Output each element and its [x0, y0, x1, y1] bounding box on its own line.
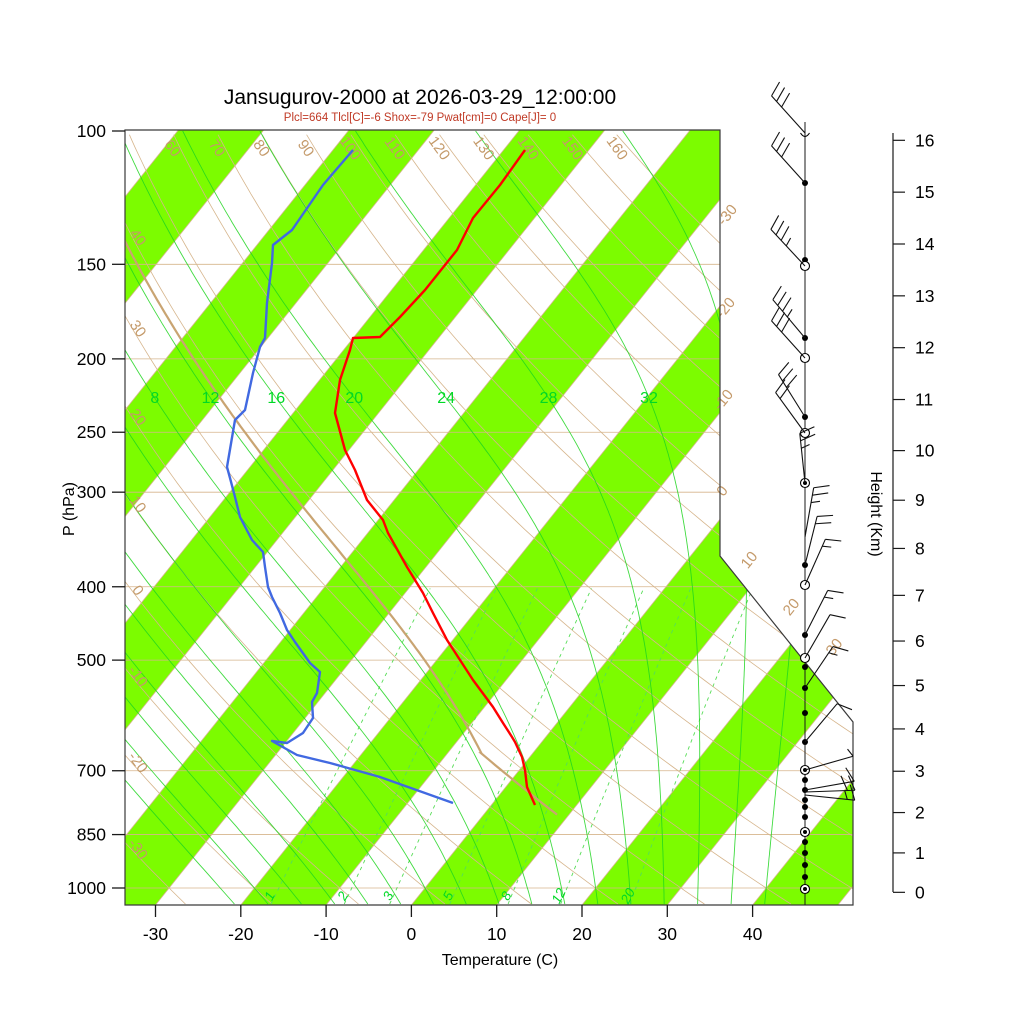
svg-text:14: 14 — [915, 234, 935, 254]
svg-text:24: 24 — [437, 390, 455, 407]
svg-text:20: 20 — [572, 924, 592, 944]
svg-text:0: 0 — [128, 582, 147, 599]
svg-text:250: 250 — [77, 422, 106, 442]
temperature-axis-title: Temperature (C) — [441, 952, 559, 969]
svg-text:32: 32 — [640, 390, 658, 407]
svg-text:6: 6 — [915, 631, 925, 651]
svg-text:160: 160 — [603, 133, 631, 163]
pressure-axis-title: P (hPa) — [61, 482, 78, 536]
svg-text:500: 500 — [77, 650, 106, 670]
svg-text:10: 10 — [915, 441, 935, 461]
svg-text:16: 16 — [915, 130, 934, 150]
svg-text:120: 120 — [425, 133, 453, 163]
svg-text:10: 10 — [738, 548, 762, 572]
svg-text:9: 9 — [915, 490, 925, 510]
svg-text:0: 0 — [915, 882, 925, 902]
svg-text:-20: -20 — [228, 924, 254, 944]
svg-text:30: 30 — [126, 317, 150, 340]
svg-text:16: 16 — [267, 390, 285, 407]
svg-text:0: 0 — [407, 924, 417, 944]
svg-text:700: 700 — [77, 761, 106, 781]
svg-text:-20: -20 — [124, 749, 151, 777]
svg-text:90: 90 — [294, 137, 318, 160]
svg-text:400: 400 — [77, 577, 106, 597]
page-title: Jansugurov-2000 at 2026-03-29_12:00:00 — [223, 86, 617, 109]
svg-text:13: 13 — [915, 286, 934, 306]
svg-text:70: 70 — [205, 137, 229, 160]
svg-text:20: 20 — [345, 390, 363, 407]
svg-text:20: 20 — [126, 406, 150, 429]
svg-text:850: 850 — [77, 825, 106, 845]
plot-border — [124, 129, 854, 906]
svg-text:0: 0 — [713, 483, 731, 500]
svg-text:28: 28 — [540, 390, 558, 407]
svg-text:30: 30 — [658, 924, 678, 944]
svg-text:-30: -30 — [143, 924, 169, 944]
svg-text:3: 3 — [915, 761, 925, 781]
svg-text:20: 20 — [617, 885, 638, 907]
sounding-curves — [225, 149, 537, 806]
svg-text:1000: 1000 — [67, 878, 106, 898]
svg-text:15: 15 — [915, 182, 934, 202]
axes: -30 -20 -10 0 10 20 30 401001502002503004005007… — [67, 121, 935, 944]
wind-barb-column — [770, 81, 856, 905]
svg-text:150: 150 — [77, 254, 106, 274]
svg-text:300: 300 — [77, 482, 106, 502]
svg-text:100: 100 — [77, 121, 106, 141]
svg-text:40: 40 — [126, 226, 150, 249]
svg-text:7: 7 — [915, 585, 925, 605]
svg-text:60: 60 — [161, 137, 185, 160]
sounding-indices-subtitle: Plcl=664 Tlcl[C]=-6 Shox=-79 Pwat[cm]=0 … — [283, 112, 557, 124]
svg-text:12: 12 — [915, 338, 934, 358]
svg-text:4: 4 — [915, 719, 925, 739]
dewpoint-curve — [225, 149, 454, 805]
svg-text:10: 10 — [126, 493, 150, 516]
svg-text:12: 12 — [202, 390, 220, 407]
svg-text:-10: -10 — [313, 924, 339, 944]
svg-text:2: 2 — [915, 803, 925, 823]
svg-text:8: 8 — [915, 538, 925, 558]
pressure-gridlines — [125, 263, 853, 889]
svg-text:8: 8 — [150, 390, 159, 407]
mixing-ratio-lines — [270, 588, 754, 905]
svg-text:3: 3 — [380, 889, 397, 903]
svg-text:40: 40 — [743, 924, 763, 944]
svg-text:200: 200 — [77, 349, 106, 369]
svg-text:5: 5 — [915, 676, 925, 696]
svg-text:-30: -30 — [714, 201, 741, 229]
svg-text:1: 1 — [915, 843, 925, 863]
svg-text:130: 130 — [469, 133, 497, 163]
svg-text:20: 20 — [780, 595, 804, 619]
svg-text:80: 80 — [249, 137, 273, 160]
parcel-curve — [125, 130, 558, 816]
svg-text:10: 10 — [487, 924, 507, 944]
height-axis-title: Height (Km) — [867, 471, 884, 557]
temperature-curve — [333, 149, 537, 806]
svg-text:11: 11 — [915, 390, 933, 410]
svg-text:12: 12 — [549, 885, 570, 906]
